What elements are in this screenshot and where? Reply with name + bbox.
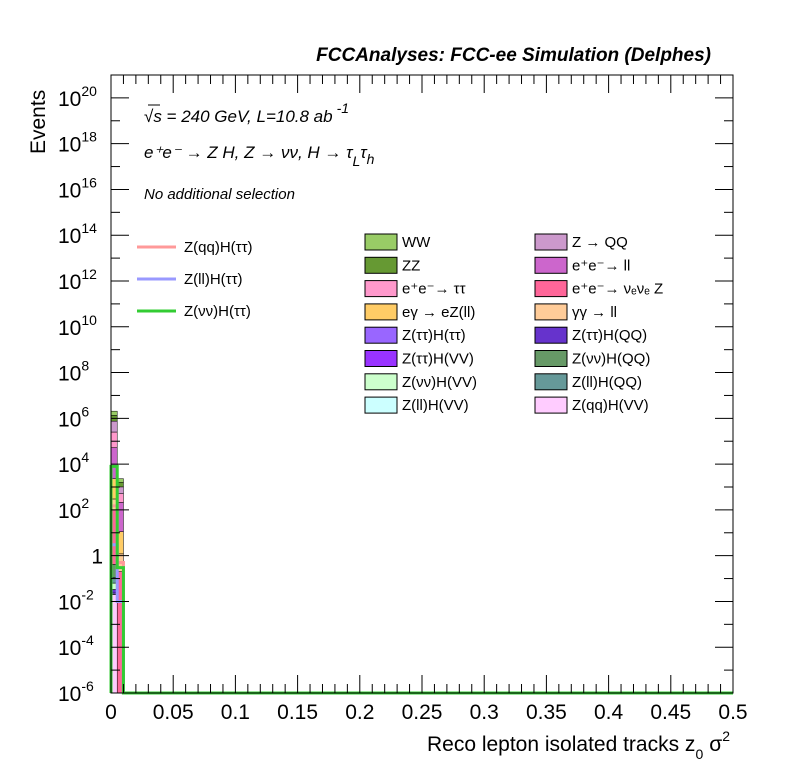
legend-bkg-label: Z(ττ)H(QQ) <box>572 327 647 344</box>
legend-bkg-swatch <box>364 233 398 251</box>
y-tick-label: 1018 <box>58 129 97 157</box>
y-axis-title: Events <box>27 90 50 154</box>
legend-bkg-swatch <box>534 396 568 414</box>
legend-backgrounds: WW Z → QQ ZZ e⁺e⁻→ ll e⁺e⁻→ ττ e⁺e⁻→ νₑνₑ Z eγ… <box>364 233 663 414</box>
x-tick-label: 0.4 <box>594 701 624 724</box>
energy-lumi-label: √s = 240 GeV, L=10.8 ab -1 <box>144 100 349 126</box>
y-tick-label: 102 <box>58 495 89 523</box>
x-tick-label: 0.1 <box>221 701 250 724</box>
legend-signal-label: Z(qq)H(ττ) <box>184 239 253 256</box>
bar-13-bin-0 <box>110 420 118 433</box>
legend-bkg-swatch <box>364 396 398 414</box>
y-tick-label: 108 <box>58 358 89 386</box>
signal-line-2 <box>109 464 733 695</box>
legend-bkg-swatch <box>534 280 568 298</box>
legend-bkg-swatch <box>534 373 568 391</box>
legend-bkg-swatch <box>364 303 398 321</box>
y-tick-label: 1016 <box>58 174 97 202</box>
x-tick-label: 0.25 <box>402 701 443 724</box>
legend-bkg-label: Z(ττ)H(ττ) <box>402 327 466 344</box>
legend-bkg-swatch <box>534 326 568 344</box>
process-label: e⁺e⁻ → Z H, Z → νν, H → τLτh <box>144 143 375 169</box>
legend-bkg-swatch <box>364 280 398 298</box>
legend-bkg-swatch <box>364 373 398 391</box>
y-tick-label: 1010 <box>58 312 97 340</box>
x-tick-label: 0.2 <box>345 701 374 724</box>
x-tick-label: 0.35 <box>526 701 567 724</box>
legend-bkg-label: Z(νν)H(QQ) <box>572 351 650 368</box>
y-tick-label: 1012 <box>58 266 97 294</box>
plot-title: FCCAnalyses: FCC-ee Simulation (Delphes) <box>316 45 711 66</box>
y-tick-label: 106 <box>58 403 89 431</box>
legend-bkg-swatch <box>534 233 568 251</box>
signal-line-1 <box>109 543 733 695</box>
x-tick-label: 0.45 <box>650 701 691 724</box>
legend-bkg-label: WW <box>402 234 431 251</box>
y-tick-label: 1 <box>91 546 103 569</box>
x-axis-ticks: 0 0.05 0.1 0.15 0.2 0.25 0.3 0.35 0.4 0.45 0.5 <box>105 75 748 724</box>
legend-signal-label: Z(ll)H(ττ) <box>184 271 243 288</box>
legend-bkg-swatch <box>364 326 398 344</box>
legend-bkg-label: Z(qq)H(VV) <box>572 397 649 414</box>
signal-line-0 <box>109 504 733 695</box>
signal-lines <box>109 464 733 695</box>
legend-bkg-swatch <box>364 256 398 274</box>
legend-bkg-label: eγ → eZ(ll) <box>402 304 475 321</box>
bar-15-bin-0 <box>110 410 118 416</box>
y-tick-label: 10-2 <box>58 586 94 614</box>
legend-bkg-label: Z(ll)H(QQ) <box>572 374 642 391</box>
legend-bkg-swatch <box>534 256 568 274</box>
legend-bkg-label: ZZ <box>402 257 420 274</box>
y-tick-label: 10-6 <box>58 678 94 706</box>
x-tick-label: 0.5 <box>718 701 747 724</box>
y-tick-label: 104 <box>58 449 89 477</box>
legend-signal-label: Z(νν)H(ττ) <box>184 303 251 320</box>
x-tick-label: 0.15 <box>277 701 318 724</box>
legend-bkg-label: Z(νν)H(VV) <box>402 374 477 391</box>
plot-frame <box>110 74 734 694</box>
legend-bkg-swatch <box>364 350 398 367</box>
legend-signals: Z(qq)H(ττ) Z(ll)H(ττ) Z(νν)H(ττ) <box>137 239 253 320</box>
legend-bkg-label: Z → QQ <box>572 234 628 251</box>
bar-12-bin-0 <box>110 431 118 448</box>
legend-bkg-label: γγ → ll <box>572 304 617 321</box>
legend-bkg-swatch <box>534 303 568 321</box>
legend-bkg-label: e⁺e⁻→ ττ <box>402 281 466 298</box>
legend-bkg-label: e⁺e⁻→ νₑνₑ Z <box>572 281 663 298</box>
x-axis-title: Reco lepton isolated tracks z0 σ2 <box>427 728 730 762</box>
y-tick-label: 1020 <box>58 83 97 111</box>
legend-bkg-label: Z(ττ)H(VV) <box>402 351 474 368</box>
legend-bkg-label: e⁺e⁻→ ll <box>572 257 630 274</box>
legend-bkg-swatch <box>534 350 568 367</box>
x-tick-label: 0 <box>105 701 117 724</box>
x-tick-label: 0.05 <box>153 701 194 724</box>
y-tick-label: 1014 <box>58 220 97 248</box>
selection-label: No additional selection <box>144 186 295 203</box>
x-tick-label: 0.3 <box>470 701 499 724</box>
y-tick-label: 10-4 <box>58 632 94 660</box>
legend-bkg-label: Z(ll)H(VV) <box>402 397 469 414</box>
